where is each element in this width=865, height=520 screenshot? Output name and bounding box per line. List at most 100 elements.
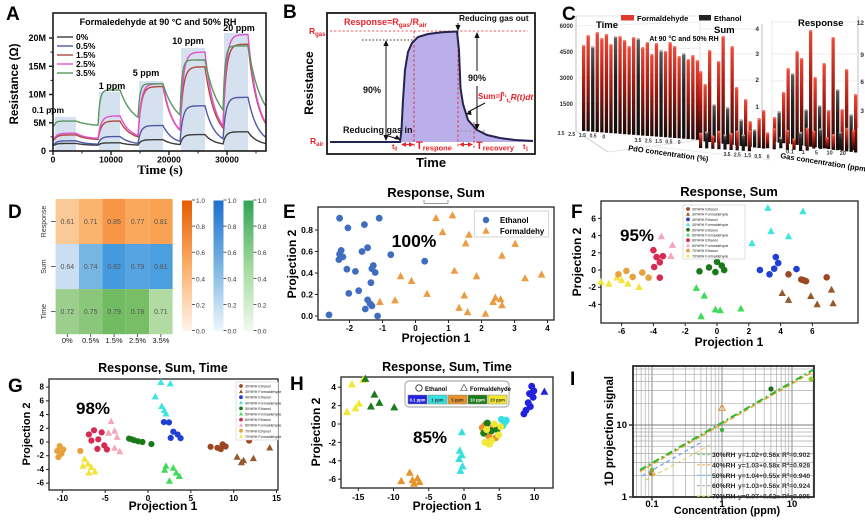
svg-text:0.81: 0.81 [154, 219, 168, 226]
svg-text:0.85: 0.85 [107, 219, 121, 226]
svg-text:-4: -4 [588, 299, 596, 309]
svg-text:2: 2 [479, 324, 484, 333]
svg-text:y=1.03+0.56x: y=1.03+0.56x [738, 483, 780, 490]
svg-text:95%: 95% [620, 226, 654, 245]
svg-text:Projection 1: Projection 1 [129, 499, 198, 513]
svg-text:30%RH Formaldehyde: 30%RH Formaldehyde [245, 390, 281, 394]
svg-text:8: 8 [40, 383, 45, 392]
svg-text:Projection 2: Projection 2 [570, 227, 584, 296]
svg-text:0.8: 0.8 [301, 225, 313, 235]
svg-text:60%RH Formaldehyde: 60%RH Formaldehyde [245, 424, 281, 428]
svg-text:2: 2 [755, 77, 759, 84]
svg-text:30%RH Ethanol: 30%RH Ethanol [245, 385, 271, 389]
svg-text:0: 0 [413, 324, 418, 333]
svg-text:2: 2 [591, 248, 596, 258]
svg-text:-4: -4 [37, 465, 45, 474]
svg-text:40%RH Formaldehyde: 40%RH Formaldehyde [245, 401, 281, 405]
svg-text:5: 5 [815, 150, 818, 156]
svg-text:Formaledehyde at 90 °C and 50%: Formaledehyde at 90 °C and 50% RH [80, 17, 237, 27]
svg-text:4: 4 [331, 382, 336, 392]
svg-text:0.1: 0.1 [645, 499, 659, 510]
svg-text:2.5: 2.5 [734, 153, 741, 159]
svg-text:1 ppm: 1 ppm [99, 81, 126, 91]
svg-text:5 ppm: 5 ppm [451, 398, 464, 403]
svg-text:0.4: 0.4 [196, 276, 205, 283]
svg-text:2.5%: 2.5% [129, 336, 146, 345]
svg-text:Trespone: Trespone [416, 140, 452, 153]
svg-text:1: 1 [755, 104, 759, 111]
svg-text:-4: -4 [328, 456, 336, 466]
svg-text:H: H [290, 374, 304, 395]
svg-text:9: 9 [860, 52, 864, 59]
svg-text:0.6: 0.6 [196, 250, 205, 257]
svg-text:0.5: 0.5 [754, 154, 761, 160]
svg-text:1500: 1500 [560, 102, 574, 108]
svg-text:0.4: 0.4 [301, 268, 313, 278]
svg-text:70%RH: 70%RH [712, 494, 736, 501]
svg-text:50%RH Formaldehyde: 50%RH Formaldehyde [245, 413, 281, 417]
svg-text:-2: -2 [346, 324, 354, 333]
svg-text:0: 0 [462, 492, 467, 502]
svg-text:30%RH Formaldehyde: 30%RH Formaldehyde [692, 213, 728, 217]
svg-text:10: 10 [827, 151, 833, 157]
svg-text:10: 10 [787, 499, 798, 510]
svg-text:1: 1 [802, 150, 805, 156]
svg-text:1.5: 1.5 [579, 133, 586, 139]
svg-text:Reducing gas in: Reducing gas in [343, 125, 413, 135]
svg-text:3.5%: 3.5% [76, 68, 96, 78]
svg-text:0.0: 0.0 [228, 329, 237, 336]
svg-text:70%RH Ethanol: 70%RH Ethanol [245, 429, 271, 433]
svg-text:Ethanol: Ethanol [425, 387, 447, 393]
svg-text:10: 10 [616, 420, 627, 431]
svg-text:Resistance: Resistance [302, 51, 316, 115]
svg-text:R²=0.895: R²=0.895 [782, 494, 810, 501]
svg-text:0.77: 0.77 [131, 219, 145, 226]
svg-text:5 ppm: 5 ppm [133, 68, 160, 78]
svg-text:15M: 15M [28, 61, 46, 71]
svg-text:Response: Response [798, 18, 843, 29]
svg-text:0: 0 [331, 419, 336, 429]
svg-text:6: 6 [591, 213, 596, 223]
svg-text:3: 3 [755, 51, 759, 58]
svg-text:1.5%: 1.5% [76, 50, 96, 60]
svg-text:15: 15 [272, 494, 281, 503]
svg-text:70%RH Formaldehyde: 70%RH Formaldehyde [245, 435, 281, 439]
svg-text:0.5: 0.5 [590, 134, 597, 140]
svg-text:Time: Time [41, 304, 48, 319]
svg-text:0.1 ppm: 0.1 ppm [32, 105, 65, 115]
svg-text:0.6: 0.6 [258, 250, 267, 257]
svg-text:B: B [283, 2, 297, 23]
svg-text:50%RH Formaldehyde: 50%RH Formaldehyde [692, 234, 728, 238]
svg-text:0.6: 0.6 [301, 247, 313, 257]
svg-text:R²=0.924: R²=0.924 [782, 483, 810, 490]
svg-text:Response, Sum: Response, Sum [387, 185, 485, 200]
svg-text:0.72: 0.72 [60, 309, 74, 316]
svg-text:-5: -5 [425, 492, 433, 502]
svg-text:4: 4 [755, 26, 759, 33]
svg-text:0.79: 0.79 [107, 309, 121, 316]
svg-text:3.5: 3.5 [635, 138, 642, 144]
svg-text:0: 0 [146, 494, 151, 503]
svg-text:1.0: 1.0 [258, 198, 267, 205]
svg-text:1: 1 [446, 324, 451, 333]
svg-text:2.5: 2.5 [568, 132, 575, 138]
svg-text:E: E [283, 202, 296, 223]
svg-text:t0: t0 [392, 142, 398, 153]
svg-text:2: 2 [331, 401, 336, 411]
svg-text:0: 0 [51, 155, 56, 165]
svg-text:4: 4 [778, 327, 783, 336]
svg-text:30%RH Ethanol: 30%RH Ethanol [692, 208, 718, 212]
svg-text:0.4: 0.4 [228, 276, 237, 283]
svg-text:1.5: 1.5 [655, 139, 662, 145]
svg-text:1.5%: 1.5% [106, 336, 123, 345]
svg-text:2.5%: 2.5% [76, 59, 96, 69]
svg-text:-6: -6 [328, 474, 336, 484]
svg-text:0.2: 0.2 [301, 290, 313, 300]
svg-text:0.79: 0.79 [131, 264, 145, 271]
svg-text:10M: 10M [28, 90, 46, 100]
svg-text:2.5: 2.5 [645, 139, 652, 145]
svg-text:100%: 100% [392, 231, 437, 251]
svg-text:20: 20 [840, 151, 846, 157]
svg-text:5M: 5M [33, 118, 46, 128]
svg-text:0%: 0% [76, 32, 89, 42]
